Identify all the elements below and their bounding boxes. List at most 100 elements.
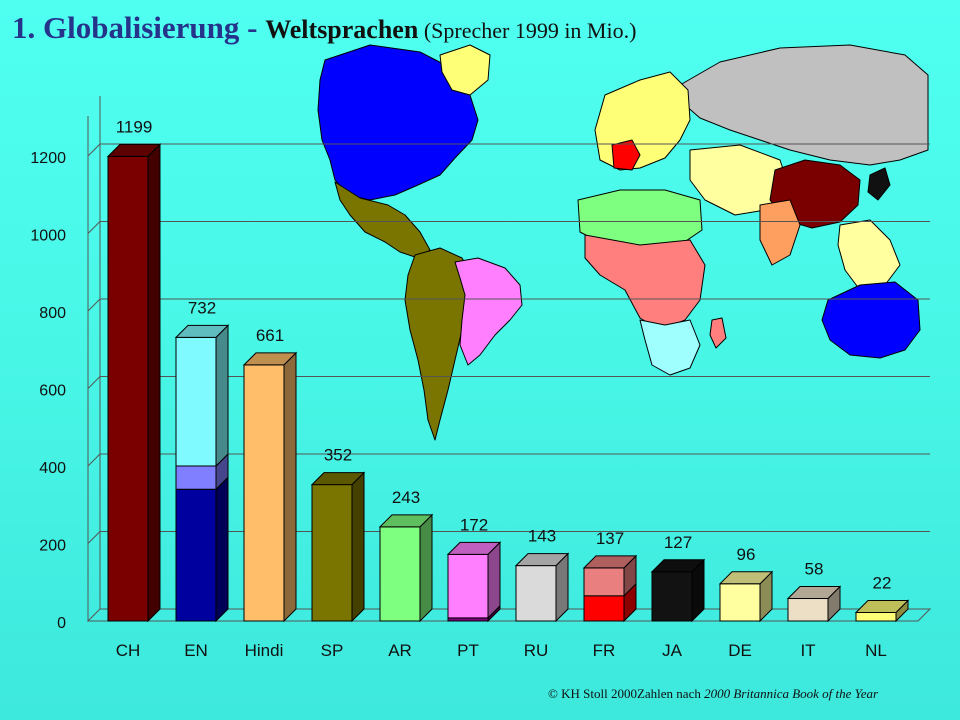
title-subtitle: Weltsprachen	[265, 15, 419, 44]
footer-source-prefix: Zahlen nach	[636, 686, 705, 701]
bar-segment-front	[515, 565, 557, 622]
y-tick-label: 1200	[30, 150, 66, 167]
map-region-southeast-asia	[837, 219, 901, 291]
value-label-ar: 243	[392, 488, 420, 507]
value-label-it: 58	[805, 560, 824, 579]
x-tick-label-ru: RU	[524, 641, 549, 660]
value-label-de: 96	[737, 545, 756, 564]
value-label-en: 732	[188, 298, 216, 317]
bar-segment-front	[107, 155, 149, 622]
bar-pt	[446, 541, 502, 623]
bar-segment-front	[379, 526, 421, 622]
value-label-ru: 143	[528, 527, 556, 546]
bar-top	[718, 571, 774, 585]
title-main: 1. Globalisierung -	[12, 10, 266, 45]
map-region-europe	[594, 71, 691, 171]
bar-segment-front	[311, 484, 353, 622]
grid-diagonal	[87, 531, 101, 544]
footer-copyright: © KH Stoll 2000	[548, 686, 637, 701]
map-region-russia	[679, 44, 929, 166]
map-region-australia	[821, 281, 921, 359]
map-region-southern-africa	[639, 319, 701, 376]
bar-segment-front	[175, 336, 217, 467]
bar-hindi	[242, 351, 298, 623]
bar-sp	[310, 471, 366, 623]
map-region-madagascar	[709, 317, 727, 349]
grid-diagonal	[87, 376, 101, 389]
map-region-india	[759, 199, 801, 266]
x-tick-label-ch: CH	[116, 641, 141, 660]
bar-segment-side	[283, 351, 297, 623]
bar-segment-front	[787, 598, 829, 622]
bar-segment-side	[487, 541, 501, 620]
bar-top	[514, 553, 570, 567]
chart-frame	[86, 96, 932, 622]
bar-segment-front	[447, 553, 489, 619]
bar-fr	[582, 554, 638, 623]
bar-top	[650, 559, 706, 573]
bar-segment-front	[243, 364, 285, 622]
bar-segment-front	[719, 583, 761, 622]
x-tick-label-ar: AR	[388, 641, 412, 660]
bar-segment-side	[419, 513, 433, 623]
bar-top	[378, 514, 434, 528]
bar-top	[786, 586, 842, 600]
map-region-central-africa	[584, 234, 706, 331]
x-tick-label-hindi: Hindi	[245, 641, 284, 660]
x-tick-label-ja: JA	[662, 641, 683, 660]
labels-group: 0 200 400 600 800 1000 1200 1199 CH 732 EN 661 Hindi…	[30, 117, 891, 660]
page-title: 1. Globalisierung - Weltsprachen (Sprech…	[12, 10, 636, 46]
bar-segment-front	[651, 571, 693, 622]
y-tick-label: 800	[39, 305, 66, 322]
bar-top	[310, 472, 366, 486]
x-tick-label-de: DE	[728, 641, 752, 660]
value-label-fr: 137	[596, 529, 624, 548]
y-tick-label: 600	[39, 383, 66, 400]
y-tick-label: 1000	[30, 228, 66, 245]
x-tick-label-nl: NL	[865, 641, 887, 660]
value-label-sp: 352	[324, 446, 352, 465]
bar-segment-side	[215, 324, 229, 468]
bar-segment-front	[855, 611, 897, 622]
bar-segment-front	[175, 465, 217, 490]
map-region-france	[611, 139, 641, 171]
value-label-ch: 1199	[116, 117, 153, 136]
value-label-hindi: 661	[256, 326, 284, 345]
bar-it	[786, 585, 842, 623]
grid-diagonal	[87, 221, 101, 234]
map-region-greenland	[439, 44, 491, 96]
title-units: (Sprecher 1999 in Mio.)	[418, 18, 637, 43]
bars-group	[106, 143, 910, 623]
bar-ch	[106, 143, 162, 623]
map-region-japan	[867, 167, 891, 201]
x-tick-label-sp: SP	[321, 641, 344, 660]
x-tick-label-it: IT	[800, 641, 815, 660]
bar-en	[174, 324, 230, 623]
value-label-ja: 127	[664, 533, 692, 552]
bar-top	[242, 352, 298, 366]
bar-top	[446, 541, 502, 555]
bar-top	[854, 599, 910, 613]
grid-diagonal	[87, 453, 101, 467]
bar-top	[582, 555, 638, 569]
bar-top	[174, 324, 230, 338]
value-label-pt: 172	[460, 515, 488, 534]
bar-ja	[650, 558, 706, 623]
y-tick-label: 0	[57, 615, 66, 632]
bar-segment-front	[175, 488, 217, 622]
value-label-nl: 22	[873, 573, 892, 592]
bar-segment-front	[583, 595, 625, 622]
grid-diagonal	[87, 143, 101, 157]
x-tick-label-fr: FR	[593, 641, 616, 660]
bar-segment-side	[215, 476, 229, 623]
bar-nl	[854, 599, 910, 623]
bar-segment-front	[583, 567, 625, 597]
bar-ar	[378, 513, 434, 623]
bar-segment-side	[351, 471, 365, 623]
x-tick-label-pt: PT	[457, 641, 479, 660]
bar-de	[718, 570, 774, 623]
x-tick-label-en: EN	[184, 641, 208, 660]
y-tick-label: 200	[39, 538, 66, 555]
bar-top	[106, 143, 162, 157]
